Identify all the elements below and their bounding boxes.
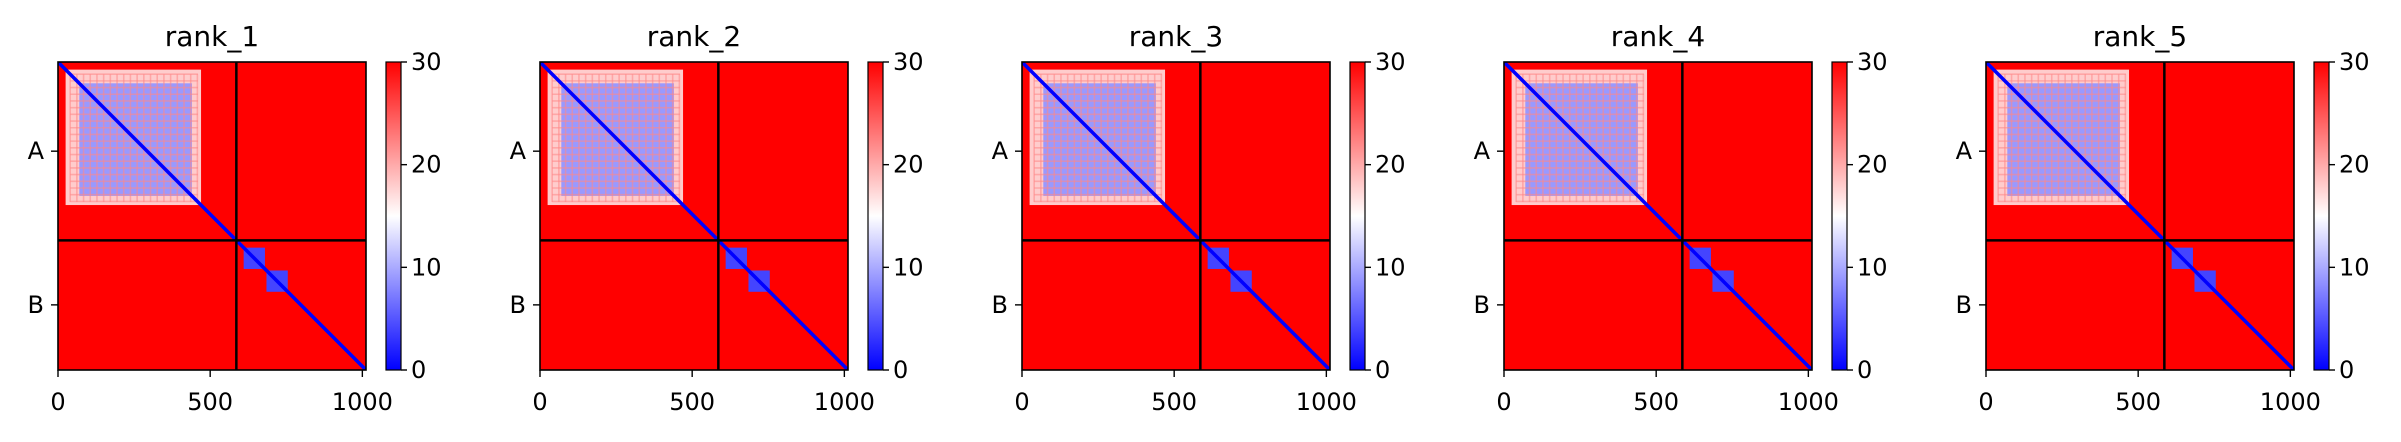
colorbar: [1831, 61, 1848, 371]
heatmap-panel-3: rank_3 0 500 1000 A B 0 10 20 30: [992, 20, 1406, 416]
heatmap-diagonal: [58, 62, 366, 370]
heatmap-block: [1200, 62, 1330, 241]
x-tick-label: 0: [532, 388, 547, 416]
plot-frame: [1985, 61, 2295, 371]
y-tick-label: A: [1956, 137, 1973, 165]
x-tick-label: 500: [1633, 388, 1679, 416]
x-tick-label: 1000: [1296, 388, 1357, 416]
colorbar-tick-label: 20: [893, 151, 924, 179]
panel-title: rank_3: [1129, 20, 1223, 53]
y-tick-label: A: [1474, 137, 1491, 165]
x-tick-label: 1000: [814, 388, 875, 416]
plot-frame: [57, 61, 367, 371]
y-tick-label: B: [1956, 291, 1972, 319]
heatmap-block: [58, 240, 237, 370]
colorbar: [1349, 61, 1366, 371]
x-tick-label: 0: [50, 388, 65, 416]
x-tick-label: 0: [1496, 388, 1511, 416]
colorbar-tick-label: 30: [1857, 48, 1888, 76]
heatmap-panel-2: rank_2 0 500 1000 A B 0 10 20 30: [510, 20, 924, 416]
colorbar-tick-label: 30: [411, 48, 442, 76]
colorbar-tick-label: 30: [2339, 48, 2370, 76]
heatmap-block: [718, 62, 848, 241]
heatmap-cells: [1022, 62, 1330, 370]
plot-frame: [1021, 61, 1331, 371]
colorbar-tick-label: 20: [2339, 151, 2370, 179]
colorbar: [2313, 61, 2330, 371]
y-tick-label: A: [510, 137, 527, 165]
heatmap-block: [1022, 240, 1201, 370]
y-tick-label: A: [992, 137, 1009, 165]
y-tick-label: B: [510, 291, 526, 319]
heatmap-block: [1986, 240, 2165, 370]
panel-title: rank_5: [2093, 20, 2187, 53]
heatmap-panel-5: rank_5 0 500 1000 A B 0 10 20 30: [1956, 20, 2370, 416]
heatmap-cells: [1986, 62, 2294, 370]
colorbar-tick-label: 10: [1375, 253, 1406, 281]
heatmap-block: [540, 240, 719, 370]
colorbar-tick-label: 20: [1857, 151, 1888, 179]
x-tick-label: 0: [1014, 388, 1029, 416]
colorbar-tick-label: 0: [893, 356, 908, 384]
colorbar-tick-label: 0: [2339, 356, 2354, 384]
y-tick-label: B: [1474, 291, 1490, 319]
x-tick-label: 500: [669, 388, 715, 416]
x-tick-label: 1000: [332, 388, 393, 416]
x-tick-label: 500: [2115, 388, 2161, 416]
panel-title: rank_2: [647, 20, 741, 53]
heatmap-diagonal: [540, 62, 848, 370]
plot-frame: [1503, 61, 1813, 371]
colorbar-tick-label: 0: [1375, 356, 1390, 384]
colorbar-tick-label: 10: [411, 253, 442, 281]
colorbar-tick-label: 10: [1857, 253, 1888, 281]
heatmap-panel-4: rank_4 0 500 1000 A B 0 10 20 30: [1474, 20, 1888, 416]
y-tick-label: B: [992, 291, 1008, 319]
heatmap-cells: [540, 62, 848, 370]
heatmap-block: [236, 62, 366, 241]
colorbar: [867, 61, 884, 371]
heatmap-cells: [58, 62, 366, 370]
x-tick-label: 500: [1151, 388, 1197, 416]
heatmap-panel-1: rank_1 0 500 1000 A B 0 10 20 30: [28, 20, 442, 416]
x-tick-label: 1000: [2260, 388, 2321, 416]
heatmap-diagonal: [1504, 62, 1812, 370]
heatmap-block: [2164, 62, 2294, 241]
panel-title: rank_4: [1611, 20, 1705, 53]
colorbar-tick-label: 0: [411, 356, 426, 384]
heatmap-block: [1504, 240, 1683, 370]
panel-title: rank_1: [165, 20, 259, 53]
plot-frame: [539, 61, 849, 371]
colorbar-tick-label: 10: [893, 253, 924, 281]
x-tick-label: 0: [1978, 388, 1993, 416]
colorbar-tick-label: 10: [2339, 253, 2370, 281]
colorbar-tick-label: 30: [1375, 48, 1406, 76]
y-tick-label: A: [28, 137, 45, 165]
colorbar-tick-label: 20: [411, 151, 442, 179]
colorbar-tick-label: 0: [1857, 356, 1872, 384]
y-tick-label: B: [28, 291, 44, 319]
heatmap-cells: [1504, 62, 1812, 370]
x-tick-label: 500: [187, 388, 233, 416]
colorbar: [385, 61, 402, 371]
heatmap-block: [1682, 62, 1812, 241]
colorbar-tick-label: 20: [1375, 151, 1406, 179]
heatmap-diagonal: [1022, 62, 1330, 370]
x-tick-label: 1000: [1778, 388, 1839, 416]
heatmap-diagonal: [1986, 62, 2294, 370]
colorbar-tick-label: 30: [893, 48, 924, 76]
